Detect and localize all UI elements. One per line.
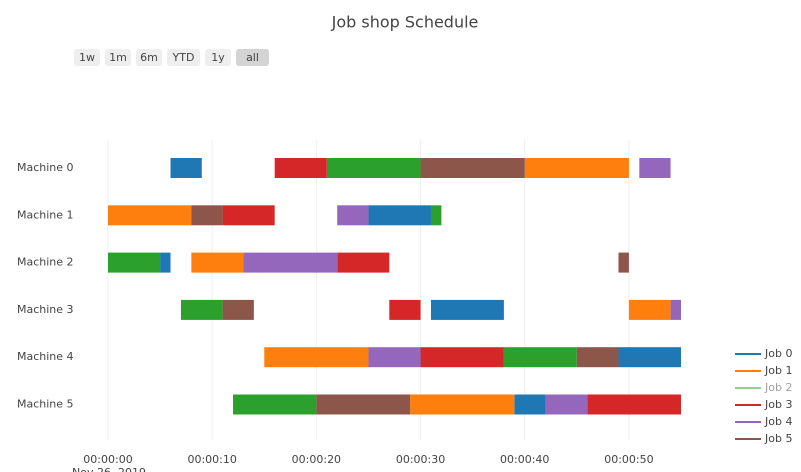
task-bar: [430, 299, 504, 320]
task-bar: [160, 252, 171, 273]
task-bar: [368, 347, 421, 368]
task-bar: [316, 394, 411, 415]
range-button-label[interactable]: 1w: [79, 51, 95, 64]
task-bar: [233, 394, 317, 415]
y-tick-label: Machine 1: [17, 208, 74, 221]
task-bar: [108, 205, 192, 226]
range-button[interactable]: [105, 49, 131, 66]
task-bar: [618, 347, 681, 368]
range-button-label[interactable]: 1m: [109, 51, 127, 64]
task-bar: [639, 158, 671, 178]
task-bar: [420, 347, 504, 368]
range-button-label[interactable]: all: [246, 51, 259, 64]
task-bar: [264, 347, 369, 368]
y-tick-label: Machine 0: [17, 161, 74, 174]
x-tick-label: 00:00:10: [187, 453, 236, 466]
task-bar: [274, 158, 327, 178]
task-bar: [587, 394, 681, 415]
legend-label[interactable]: Job 4: [764, 415, 792, 428]
task-bar: [503, 347, 577, 368]
legend-label[interactable]: Job 1: [764, 364, 792, 377]
task-bar: [243, 252, 338, 273]
task-bar: [108, 252, 161, 273]
range-button[interactable]: [205, 49, 231, 66]
task-bar: [670, 299, 681, 320]
range-button[interactable]: [136, 49, 162, 66]
task-bar: [618, 252, 629, 273]
y-tick-label: Machine 3: [17, 303, 74, 316]
task-bar: [410, 394, 515, 415]
task-bar: [545, 394, 588, 415]
x-tick-label: 00:00:30: [396, 453, 445, 466]
x-tick-label: 00:00:50: [604, 453, 653, 466]
x-tick-label: 00:00:00: [83, 453, 132, 466]
task-bar: [170, 158, 202, 178]
chart-title: Job shop Schedule: [331, 13, 479, 32]
legend-label[interactable]: Job 3: [764, 398, 792, 411]
x-tick-label: 00:00:20: [292, 453, 341, 466]
x-tick-label: 00:00:40: [500, 453, 549, 466]
task-bar: [628, 299, 671, 320]
range-button-label[interactable]: 1y: [211, 51, 225, 64]
task-bar: [180, 299, 223, 320]
task-bar: [389, 299, 421, 320]
legend-label[interactable]: Job 0: [764, 347, 792, 360]
task-bar: [337, 252, 390, 273]
task-bar: [191, 205, 223, 226]
range-button-label[interactable]: 6m: [140, 51, 158, 64]
task-bar: [514, 394, 546, 415]
range-button[interactable]: [74, 49, 100, 66]
task-bar: [222, 299, 254, 320]
range-button[interactable]: [236, 49, 269, 66]
task-bar: [326, 158, 421, 178]
task-bar: [337, 205, 369, 226]
task-bar: [191, 252, 244, 273]
task-bar: [430, 205, 442, 226]
task-bar: [420, 158, 525, 178]
y-tick-label: Machine 2: [17, 256, 74, 269]
range-button[interactable]: [167, 49, 200, 66]
task-bar: [222, 205, 275, 226]
task-bar: [576, 347, 619, 368]
legend-label[interactable]: Job 5: [764, 432, 792, 445]
task-bar: [524, 158, 629, 178]
task-bar: [368, 205, 431, 226]
y-tick-label: Machine 5: [17, 398, 74, 411]
range-button-label[interactable]: YTD: [172, 51, 195, 64]
legend-label[interactable]: Job 2: [764, 381, 792, 394]
y-tick-label: Machine 4: [17, 350, 74, 363]
x-date-label: Nov 26, 2019: [72, 466, 146, 472]
